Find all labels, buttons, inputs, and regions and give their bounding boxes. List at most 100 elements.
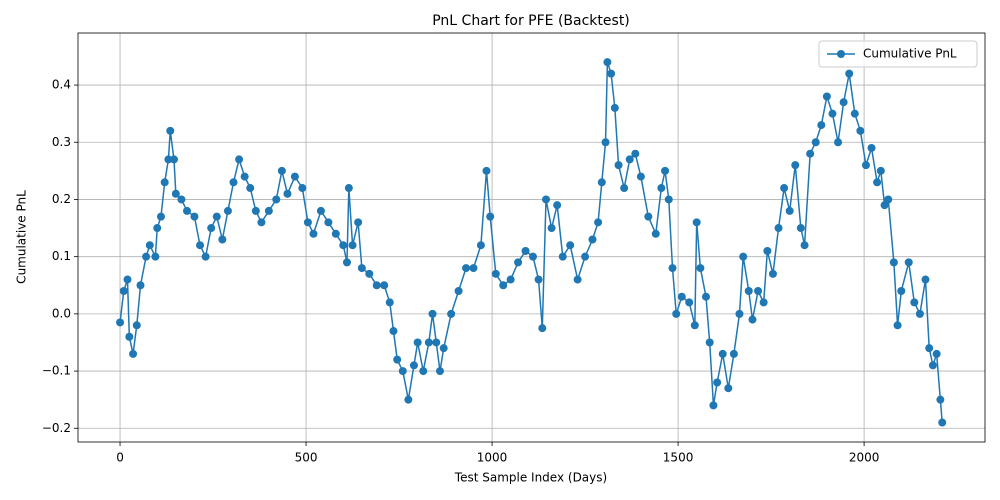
data-point bbox=[729, 349, 738, 358]
data-point bbox=[685, 298, 694, 307]
y-tick-label: 0.2 bbox=[52, 192, 71, 206]
data-point bbox=[142, 252, 151, 261]
data-point bbox=[889, 258, 898, 267]
legend-box bbox=[818, 40, 978, 68]
data-point bbox=[932, 349, 941, 358]
data-line bbox=[119, 61, 943, 423]
data-point bbox=[413, 338, 422, 347]
data-point bbox=[588, 235, 597, 244]
data-point bbox=[897, 286, 906, 295]
data-point bbox=[212, 212, 221, 221]
data-point bbox=[486, 212, 495, 221]
data-point bbox=[190, 212, 199, 221]
x-tick-label: 1000 bbox=[477, 451, 508, 465]
data-point bbox=[631, 149, 640, 158]
data-point bbox=[160, 178, 169, 187]
data-point bbox=[861, 161, 870, 170]
data-point bbox=[594, 218, 603, 227]
y-tick-label: −0.1 bbox=[42, 364, 71, 378]
data-point bbox=[774, 224, 783, 233]
legend: Cumulative PnL bbox=[818, 40, 978, 68]
data-point bbox=[272, 195, 281, 204]
data-point bbox=[201, 252, 210, 261]
data-point bbox=[910, 298, 919, 307]
data-point bbox=[867, 143, 876, 152]
data-point bbox=[309, 229, 318, 238]
data-point bbox=[303, 218, 312, 227]
data-point bbox=[283, 189, 292, 198]
data-point bbox=[116, 318, 125, 327]
data-point bbox=[625, 155, 634, 164]
data-point bbox=[785, 206, 794, 215]
data-point bbox=[136, 281, 145, 290]
data-point bbox=[151, 252, 160, 261]
chart-title: PnL Chart for PFE (Backtest) bbox=[432, 13, 630, 29]
data-point bbox=[538, 324, 547, 333]
data-point bbox=[925, 344, 934, 353]
data-point bbox=[514, 258, 523, 267]
data-point bbox=[904, 258, 913, 267]
data-point bbox=[709, 401, 718, 410]
data-point bbox=[277, 166, 286, 175]
data-point bbox=[435, 367, 444, 376]
data-point bbox=[196, 241, 205, 250]
data-point bbox=[748, 315, 757, 324]
data-point bbox=[768, 269, 777, 278]
data-point bbox=[542, 195, 551, 204]
data-point bbox=[409, 361, 418, 370]
data-point bbox=[938, 418, 947, 427]
data-point bbox=[439, 344, 448, 353]
data-point bbox=[499, 281, 508, 290]
data-point bbox=[597, 178, 606, 187]
y-tick-label: 0.1 bbox=[52, 249, 71, 263]
data-point bbox=[183, 206, 192, 215]
data-point bbox=[324, 218, 333, 227]
x-tick-label: 0 bbox=[116, 451, 124, 465]
data-point bbox=[744, 286, 753, 295]
data-point bbox=[469, 264, 478, 273]
data-point bbox=[780, 184, 789, 193]
data-point bbox=[754, 286, 763, 295]
y-tick-label: 0.4 bbox=[52, 78, 71, 92]
data-point bbox=[153, 224, 162, 233]
data-point bbox=[424, 338, 433, 347]
data-point bbox=[668, 264, 677, 273]
data-point bbox=[354, 218, 363, 227]
data-point bbox=[915, 309, 924, 318]
data-point bbox=[822, 92, 831, 101]
data-point bbox=[558, 252, 567, 261]
data-point bbox=[506, 275, 515, 284]
data-point bbox=[796, 224, 805, 233]
data-point bbox=[834, 138, 843, 147]
data-point bbox=[316, 206, 325, 215]
data-point bbox=[791, 161, 800, 170]
data-point bbox=[873, 178, 882, 187]
data-point bbox=[528, 252, 537, 261]
data-point bbox=[724, 384, 733, 393]
data-point bbox=[218, 235, 227, 244]
data-point bbox=[690, 321, 699, 330]
data-point bbox=[123, 275, 132, 284]
data-point bbox=[620, 184, 629, 193]
data-point bbox=[876, 166, 885, 175]
data-point bbox=[692, 218, 701, 227]
data-point bbox=[534, 275, 543, 284]
data-point bbox=[884, 195, 893, 204]
data-point bbox=[759, 298, 768, 307]
y-tick-label: 0.3 bbox=[52, 135, 71, 149]
data-point bbox=[657, 184, 666, 193]
data-point bbox=[264, 206, 273, 215]
data-point bbox=[365, 269, 374, 278]
data-point bbox=[601, 138, 610, 147]
data-point bbox=[661, 166, 670, 175]
data-point bbox=[156, 212, 165, 221]
data-point bbox=[581, 252, 590, 261]
data-point bbox=[235, 155, 244, 164]
data-point bbox=[521, 246, 530, 255]
data-point bbox=[936, 395, 945, 404]
data-point bbox=[166, 126, 175, 135]
data-point bbox=[651, 229, 660, 238]
data-point bbox=[125, 332, 134, 341]
data-point bbox=[389, 327, 398, 336]
